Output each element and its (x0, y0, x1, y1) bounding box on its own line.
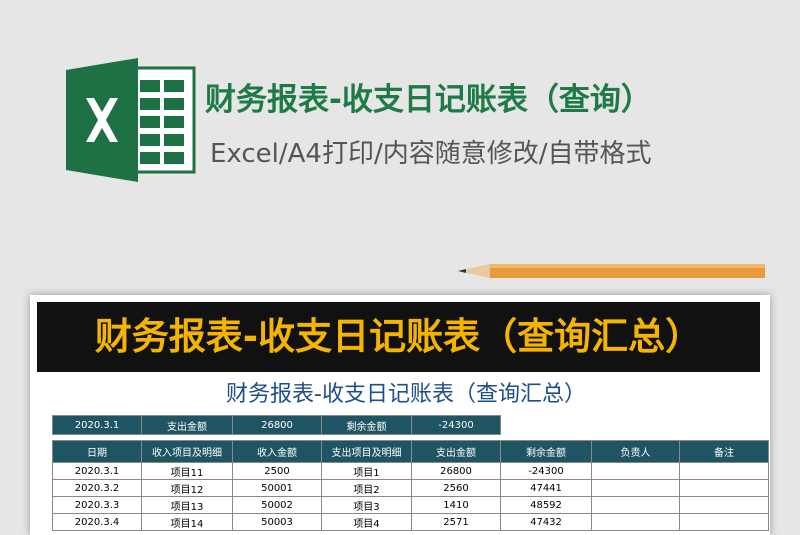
excel-x (86, 98, 118, 142)
cell: 2571 (411, 513, 501, 531)
pencil-highlight (490, 264, 765, 268)
cell: 项目14 (141, 513, 233, 531)
cell (591, 479, 680, 497)
cell (591, 462, 680, 480)
decor (66, 58, 765, 278)
cell: 1410 (411, 496, 501, 514)
cell (679, 479, 769, 497)
data-row: 2020.3.2 项目12 50001 项目2 2560 47441 (52, 479, 769, 497)
cell: 48592 (500, 496, 592, 514)
pencil-lead (458, 269, 466, 273)
cell (679, 513, 769, 531)
cell: 项目13 (141, 496, 233, 514)
cell: 50003 (232, 513, 322, 531)
cell: 项目12 (141, 479, 233, 497)
column-header: 负责人 (591, 440, 680, 463)
cell: 项目3 (321, 496, 412, 514)
data-row: 2020.3.1 项目11 2500 项目1 26800 -24300 (52, 462, 769, 480)
cell: 50002 (232, 496, 322, 514)
cell: 项目2 (321, 479, 412, 497)
column-header: 备注 (679, 440, 769, 463)
cell: 2020.3.4 (52, 513, 142, 531)
summary-row: 2020.3.1 支出金额 26800 剩余金额 -24300 (52, 415, 501, 435)
header-row: 日期 收入项目及明细 收入金额 支出项目及明细 支出金额 剩余金额 负责人 备注 (52, 440, 769, 463)
subtitle: Excel/A4打印/内容随意修改/自带格式 (210, 139, 652, 169)
summary-cell: 剩余金额 (321, 415, 412, 435)
data-row: 2020.3.4 项目14 50003 项目4 2571 47432 (52, 513, 769, 531)
cell: 2500 (232, 462, 322, 480)
summary-cell: -24300 (411, 415, 501, 435)
cell: 47441 (500, 479, 592, 497)
summary-cell: 26800 (232, 415, 322, 435)
icon-cells (140, 80, 184, 164)
data-row: 2020.3.3 项目13 50002 项目3 1410 48592 (52, 496, 769, 514)
cell: -24300 (500, 462, 592, 480)
summary-cell: 支出金额 (141, 415, 233, 435)
cell: 2020.3.1 (52, 462, 142, 480)
cell (591, 513, 680, 531)
title: 财务报表-收支日记账表（查询） (205, 82, 652, 118)
cell (591, 496, 680, 514)
cell: 2020.3.2 (52, 479, 142, 497)
column-header: 收入项目及明细 (141, 440, 233, 463)
sheet-title: 财务报表-收支日记账表（查询汇总） (226, 382, 586, 407)
cell: 50001 (232, 479, 322, 497)
summary-table: 2020.3.1 支出金额 26800 剩余金额 -24300 (52, 415, 501, 435)
column-header: 剩余金额 (500, 440, 592, 463)
cell: 项目1 (321, 462, 412, 480)
cell: 项目4 (321, 513, 412, 531)
cell: 2020.3.3 (52, 496, 142, 514)
cell: 26800 (411, 462, 501, 480)
pencil-tip (458, 264, 490, 278)
cell: 47432 (500, 513, 592, 531)
cell: 项目11 (141, 462, 233, 480)
summary-cell: 2020.3.1 (52, 415, 142, 435)
cell: 2560 (411, 479, 501, 497)
banner: 财务报表-收支日记账表（查询汇总） (37, 302, 760, 372)
cell (679, 462, 769, 480)
column-header: 支出金额 (411, 440, 501, 463)
column-header: 日期 (52, 440, 142, 463)
column-header: 收入金额 (232, 440, 322, 463)
column-header: 支出项目及明细 (321, 440, 412, 463)
cell (679, 496, 769, 514)
data-table: 日期 收入项目及明细 收入金额 支出项目及明细 支出金额 剩余金额 负责人 备注 2020.3.… (52, 440, 769, 531)
